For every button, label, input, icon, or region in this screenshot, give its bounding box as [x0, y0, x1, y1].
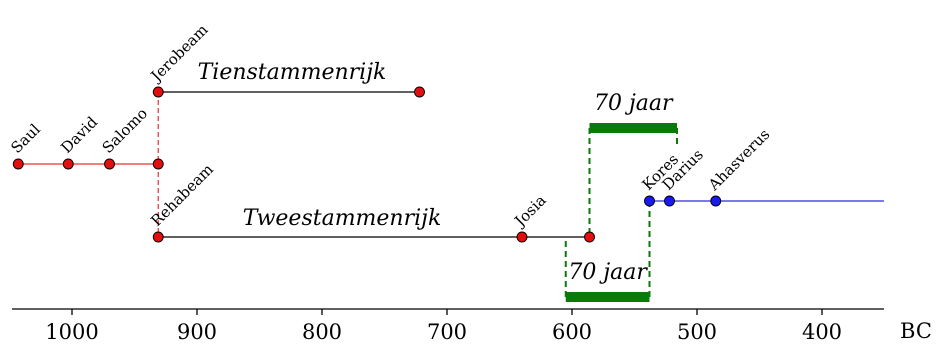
event-label-josia: Josia [510, 191, 550, 231]
axis-tick-label: 400 [802, 320, 842, 344]
x-axis: 1000 900 800 700 600 500 400 BC [12, 308, 932, 344]
event-marker [584, 231, 595, 243]
event-label-ahasverus: Ahasverus [704, 125, 773, 194]
event-marker [12, 158, 24, 170]
event-label-rehabeam: Rehabeam [147, 160, 217, 230]
kingdom-label-south: Tweestammenrijk [243, 206, 442, 231]
exile-bar [565, 292, 650, 302]
event-label-saul: Saul [7, 120, 44, 157]
event-marker [152, 86, 164, 98]
exile-duration-label: 70 jaar [568, 260, 648, 285]
axis-tick-label: 1000 [45, 320, 98, 344]
exile-bar [589, 123, 677, 133]
axis-ticks: 1000 900 800 700 600 500 400 [45, 309, 842, 344]
kingdom-labels: Tienstammenrijk Tweestammenrijk [198, 60, 442, 231]
event-marker [104, 158, 115, 170]
event-marker [710, 195, 722, 207]
axis-tick-label: 700 [427, 320, 467, 344]
exile-duration-label: 70 jaar [594, 91, 674, 116]
event-markers [12, 86, 722, 243]
event-label-salomo: Salomo [99, 104, 152, 157]
event-marker [152, 158, 164, 170]
exile-bars [564, 123, 678, 302]
event-marker [516, 231, 528, 243]
event-marker [152, 231, 164, 243]
event-marker [62, 158, 74, 170]
kingdom-label-north: Tienstammenrijk [198, 60, 387, 85]
event-marker [664, 195, 675, 207]
axis-tick-label: 500 [677, 320, 717, 344]
axis-tick-label: 900 [177, 320, 217, 344]
event-marker [644, 195, 655, 207]
event-label-david: David [57, 113, 101, 157]
axis-tick-label: 800 [302, 320, 342, 344]
axis-tick-label: 600 [552, 320, 592, 344]
exile-duration-labels: 70 jaar 70 jaar [568, 91, 674, 285]
axis-unit-label: BC [900, 319, 932, 343]
event-marker [414, 86, 425, 98]
